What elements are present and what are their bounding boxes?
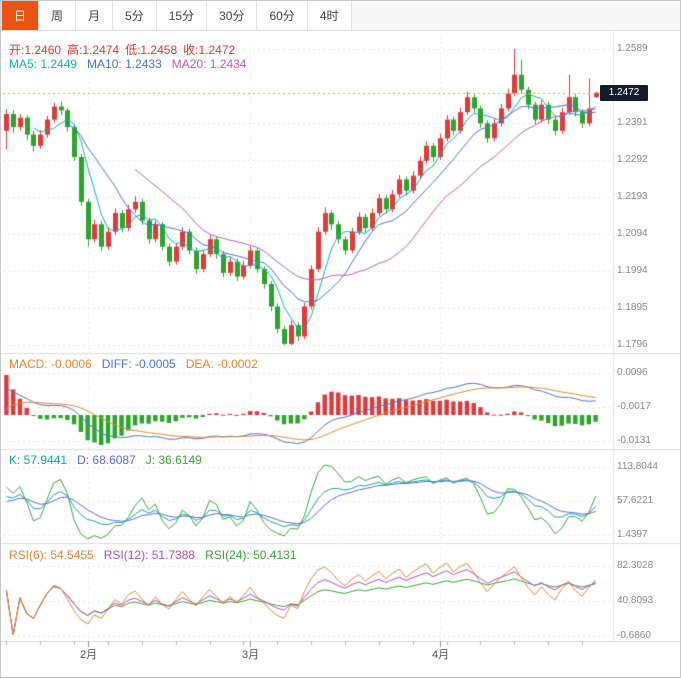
tab-5min[interactable]: 5分 (113, 1, 157, 30)
tab-weekly[interactable]: 周 (39, 1, 77, 30)
tab-60min[interactable]: 60分 (257, 1, 308, 30)
period-tabbar: 日 周 月 5分 15分 30分 60分 4时 (1, 1, 680, 31)
tab-monthly[interactable]: 月 (76, 1, 114, 30)
tab-4hour[interactable]: 4时 (307, 1, 352, 30)
tab-15min[interactable]: 15分 (156, 1, 208, 30)
tab-daily[interactable]: 日 (1, 1, 40, 30)
tab-30min[interactable]: 30分 (207, 1, 258, 30)
